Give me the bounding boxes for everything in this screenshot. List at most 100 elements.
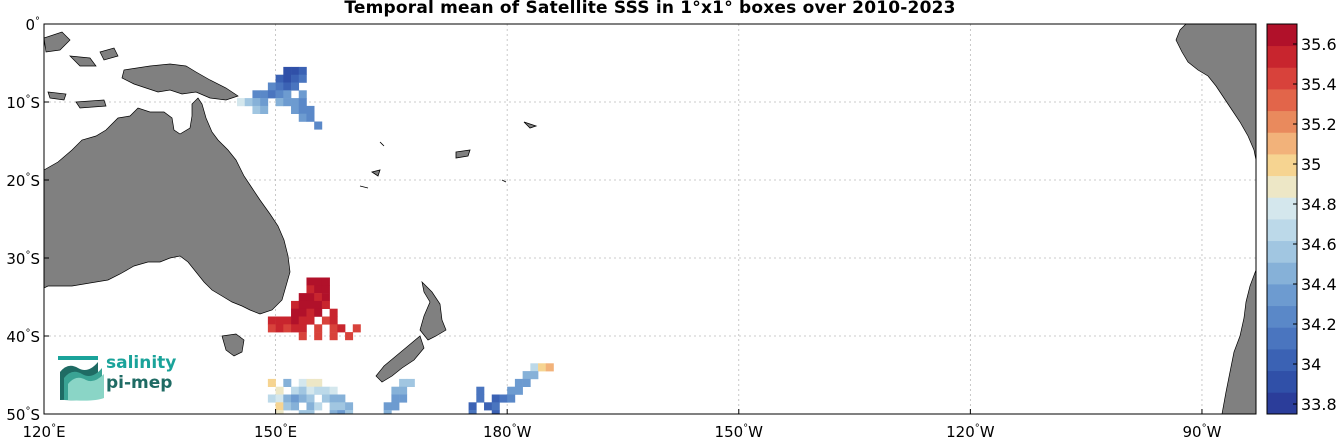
sss-cell xyxy=(314,378,323,387)
sss-cell xyxy=(275,324,284,333)
colorbar-tick-label: 34.6 xyxy=(1301,235,1337,254)
lon-tick-label: 90°W xyxy=(1182,423,1221,438)
sss-cell xyxy=(383,402,392,411)
sss-cell xyxy=(538,363,547,372)
sss-cell xyxy=(298,378,307,387)
colorbar-tick-label: 33.8 xyxy=(1301,395,1337,414)
sss-cell xyxy=(514,378,523,387)
sss-cell xyxy=(236,98,246,107)
sss-cell xyxy=(491,394,500,403)
sss-cell xyxy=(507,394,516,403)
sss-cell xyxy=(283,66,292,75)
sss-cell xyxy=(298,66,307,75)
sss-cell xyxy=(291,82,300,91)
sss-cells xyxy=(236,66,554,414)
sss-cell xyxy=(298,332,307,341)
sss-cell xyxy=(314,332,323,341)
sss-cell xyxy=(291,74,300,83)
sss-cell xyxy=(275,410,284,414)
sss-cell xyxy=(545,363,554,372)
sss-cell xyxy=(321,277,330,286)
lat-tick-label: 10°S xyxy=(6,94,40,112)
colorbar-swatch xyxy=(1267,175,1297,198)
logo-line-pi-mep: pi-mep xyxy=(106,373,173,393)
sss-cell xyxy=(314,121,323,130)
sss-cell xyxy=(314,386,323,395)
colorbar-swatch xyxy=(1267,305,1297,328)
sss-cell xyxy=(267,394,276,403)
colorbar-swatch xyxy=(1267,327,1297,350)
sss-cell xyxy=(530,363,539,372)
page-title: Temporal mean of Satellite SSS in 1°x1° … xyxy=(344,0,956,18)
sss-cell xyxy=(329,308,338,317)
latitude-tick-labels: 0° 10°S 20°S 30°S 40°S 50°S xyxy=(6,16,49,424)
lon-tick-label: 120°W xyxy=(946,423,995,438)
sss-cell xyxy=(314,308,323,317)
sss-cell xyxy=(298,308,307,317)
colorbar-swatch xyxy=(1267,45,1297,68)
new-zealand-north-island xyxy=(419,280,447,341)
sss-cell xyxy=(329,402,338,411)
chile-coast xyxy=(1221,269,1256,414)
colorbar-tick-label: 34.8 xyxy=(1301,195,1337,214)
sss-cell xyxy=(306,410,315,414)
indonesia-islands xyxy=(44,31,119,109)
lat-tick-label: 30°S xyxy=(6,250,40,268)
sss-cell xyxy=(298,105,307,114)
new-guinea-island xyxy=(121,63,239,101)
colorbar-tick-label: 34.2 xyxy=(1301,315,1337,334)
land-layer xyxy=(44,24,1256,414)
sss-cell xyxy=(291,394,300,403)
sss-cell xyxy=(522,378,531,387)
sss-cell xyxy=(306,308,315,317)
sss-cell xyxy=(291,402,300,411)
colorbar-swatch xyxy=(1267,154,1297,177)
sss-cell xyxy=(283,74,292,83)
wave-logo-icon xyxy=(58,356,104,401)
sss-cell xyxy=(267,82,276,91)
lat-tick-label: 40°S xyxy=(6,328,40,346)
sss-cell xyxy=(329,410,338,414)
sss-cell xyxy=(321,394,330,403)
sss-cell xyxy=(298,324,307,333)
sss-cell xyxy=(267,378,276,387)
sss-cell xyxy=(321,293,330,302)
sss-cell xyxy=(291,66,300,75)
sss-cell xyxy=(391,386,400,395)
colorbar-tick-label: 35.6 xyxy=(1301,35,1337,54)
sss-cell xyxy=(321,285,330,294)
sss-cell xyxy=(275,74,284,83)
sss-cell xyxy=(283,90,292,99)
sss-cell xyxy=(514,386,523,395)
sss-cell xyxy=(283,394,292,403)
sss-cell xyxy=(283,324,292,333)
sss-cell xyxy=(306,113,315,122)
sss-cell xyxy=(329,316,338,325)
sss-cell xyxy=(306,316,315,325)
sss-cell xyxy=(298,98,307,107)
sss-cell xyxy=(260,98,269,107)
sss-cell xyxy=(399,394,408,403)
australia-landmass xyxy=(44,97,291,315)
sss-cell xyxy=(476,386,485,395)
sss-cell xyxy=(329,386,338,395)
sss-cell xyxy=(491,402,500,411)
colorbar-swatch xyxy=(1267,110,1297,133)
sss-cell xyxy=(260,90,269,99)
sss-cell xyxy=(252,90,261,99)
sss-cell xyxy=(291,98,300,107)
colorbar-swatch xyxy=(1267,349,1297,372)
logo-line-salinity: salinity xyxy=(106,353,177,373)
colorbar-tick-label: 35.2 xyxy=(1301,115,1337,134)
sss-cell xyxy=(399,386,408,395)
sss-cell xyxy=(283,316,292,325)
sss-cell xyxy=(283,98,292,107)
lat-tick-label: 50°S xyxy=(6,406,40,424)
sss-cell xyxy=(306,105,315,114)
sss-cell xyxy=(291,324,300,333)
sss-cell xyxy=(507,386,516,395)
sss-cell xyxy=(329,324,338,333)
sss-cell xyxy=(291,386,300,395)
colorbar-tick-label: 34.4 xyxy=(1301,275,1337,294)
